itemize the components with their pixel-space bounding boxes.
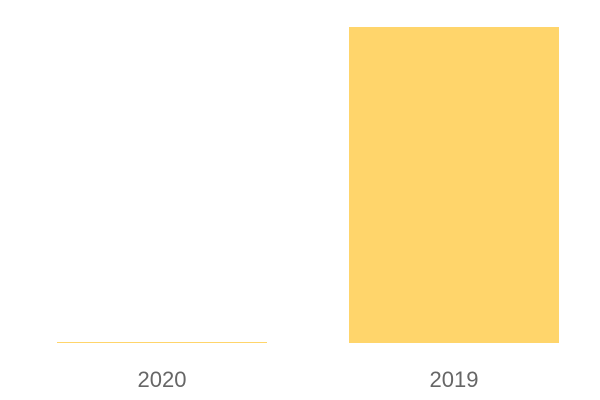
bar-2019 — [349, 27, 559, 343]
x-tick-label: 2020 — [138, 367, 187, 392]
bar-2020 — [57, 342, 267, 343]
x-tick-label: 2019 — [430, 367, 479, 392]
